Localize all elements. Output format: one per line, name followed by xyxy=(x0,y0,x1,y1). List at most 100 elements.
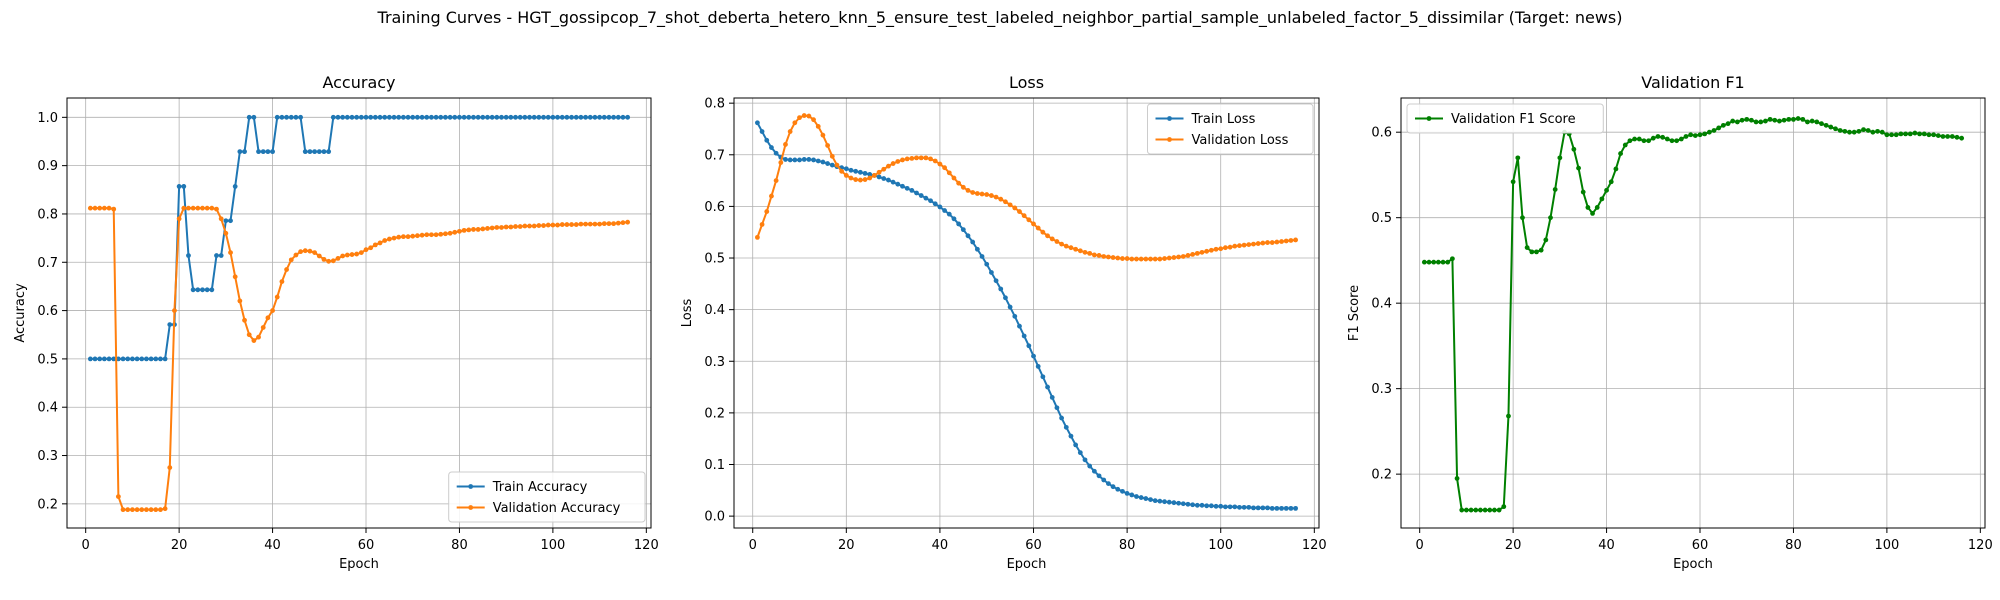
validation-loss-point xyxy=(1199,249,1205,255)
x-tick-label: 60 xyxy=(1025,538,1042,553)
validation-f1-score-point xyxy=(1856,128,1862,134)
validation-f1-score-point xyxy=(1805,119,1810,125)
validation-accuracy-point xyxy=(475,227,481,232)
validation-accuracy-point xyxy=(606,221,612,227)
validation-loss-point xyxy=(1241,242,1247,248)
validation-loss-point xyxy=(1190,252,1196,257)
train-loss-point xyxy=(806,157,812,162)
x-tick-label: 20 xyxy=(171,538,188,553)
validation-f1-score-point xyxy=(1734,119,1740,125)
validation-accuracy-point xyxy=(265,315,271,321)
train-loss-series xyxy=(755,120,1298,511)
validation-f1-score-point xyxy=(1468,507,1474,513)
validation-loss-point xyxy=(1091,252,1097,258)
validation-f1-score-point xyxy=(1520,215,1525,221)
train-loss-point xyxy=(946,211,952,217)
validation-loss-point xyxy=(1176,254,1181,260)
validation-accuracy-point xyxy=(172,308,177,313)
train-loss-point xyxy=(881,176,887,181)
validation-loss-point xyxy=(764,209,770,214)
validation-loss-point xyxy=(820,132,826,138)
validation-accuracy-point xyxy=(625,219,631,225)
train-accuracy-point xyxy=(438,114,444,120)
train-accuracy-point xyxy=(312,149,318,155)
validation-loss-point xyxy=(1120,256,1125,261)
validation-loss-point xyxy=(1134,256,1139,262)
validation-accuracy-point xyxy=(513,224,518,229)
validation-accuracy-point xyxy=(503,224,509,230)
validation-accuracy-point xyxy=(153,507,159,513)
train-accuracy-point xyxy=(335,114,341,120)
validation-f1-score-point xyxy=(1907,131,1913,137)
legend-label: Validation Accuracy xyxy=(493,501,621,516)
train-loss-point xyxy=(787,157,793,163)
validation-loss-point xyxy=(1288,238,1294,243)
validation-f1-score-point xyxy=(1823,122,1829,128)
train-loss-point xyxy=(1063,424,1069,430)
accuracy-legend: Train Accuracy Validation Accuracy xyxy=(448,471,646,523)
validation-loss-point xyxy=(1045,233,1050,239)
train-loss-point xyxy=(890,179,896,185)
train-loss-point xyxy=(1096,473,1102,479)
train-accuracy-point xyxy=(527,114,532,120)
y-tick-label: 0.5 xyxy=(1371,211,1392,226)
legend-label: Validation F1 Score xyxy=(1451,112,1576,127)
legend-label: Train Loss xyxy=(1191,112,1256,127)
train-accuracy-point xyxy=(298,114,303,120)
x-tick-label: 80 xyxy=(451,538,468,553)
train-loss-point xyxy=(1087,463,1093,469)
validation-loss-point xyxy=(1124,256,1130,261)
validation-f1-y-axis-label: F1 Score xyxy=(1347,285,1362,341)
validation-loss-point xyxy=(956,180,962,186)
train-loss-point xyxy=(960,227,966,233)
validation-f1-score-point xyxy=(1940,134,1946,139)
validation-loss-point xyxy=(1152,256,1158,262)
validation-f1-score-point xyxy=(1636,136,1642,142)
x-tick-label: 120 xyxy=(1968,538,1993,553)
train-loss-point xyxy=(984,261,990,267)
validation-loss-point xyxy=(1021,213,1027,219)
y-tick-label: 0.5 xyxy=(704,252,725,267)
validation-accuracy-point xyxy=(349,252,355,257)
y-tick-label: 0.7 xyxy=(704,148,725,163)
validation-f1-score-point xyxy=(1449,256,1455,262)
validation-f1-score-point xyxy=(1487,507,1493,513)
train-accuracy-point xyxy=(176,184,182,189)
validation-accuracy-point xyxy=(466,227,472,233)
x-tick-label: 0 xyxy=(749,538,757,553)
validation-accuracy-point xyxy=(181,205,187,211)
validation-loss-point xyxy=(1096,253,1102,258)
train-loss-point xyxy=(1251,505,1256,511)
train-accuracy-point xyxy=(330,114,336,120)
train-loss-point xyxy=(1279,505,1284,511)
validation-loss-point xyxy=(1073,246,1079,252)
train-accuracy-point xyxy=(209,287,215,293)
validation-accuracy-point xyxy=(195,205,201,211)
validation-accuracy-point xyxy=(499,225,504,230)
train-accuracy-point xyxy=(531,114,537,120)
train-accuracy-point xyxy=(148,356,154,362)
validation-accuracy-point xyxy=(429,232,434,238)
train-loss-point xyxy=(811,157,816,163)
train-loss-point xyxy=(1077,450,1083,456)
validation-f1-score-point xyxy=(1772,117,1778,123)
train-accuracy-point xyxy=(615,114,621,120)
train-accuracy-point xyxy=(368,114,374,120)
validation-accuracy-point xyxy=(541,223,546,228)
train-loss-point xyxy=(1049,395,1055,400)
validation-loss-point xyxy=(1110,255,1116,260)
validation-f1-score-point xyxy=(1931,132,1937,138)
validation-f1-score-point xyxy=(1814,119,1820,125)
train-accuracy-point xyxy=(125,356,131,362)
validation-f1-score-point xyxy=(1538,247,1544,253)
train-accuracy-point xyxy=(162,356,168,362)
train-accuracy-point xyxy=(443,114,448,120)
train-accuracy-point xyxy=(158,356,163,362)
validation-f1-score-point xyxy=(1482,507,1488,513)
legend-box xyxy=(448,471,646,523)
validation-loss-point xyxy=(937,161,943,167)
validation-f1-score-point xyxy=(1492,507,1497,513)
validation-accuracy-point xyxy=(480,226,486,232)
train-accuracy-point xyxy=(611,114,617,120)
y-tick-label: 0.0 xyxy=(704,510,725,525)
